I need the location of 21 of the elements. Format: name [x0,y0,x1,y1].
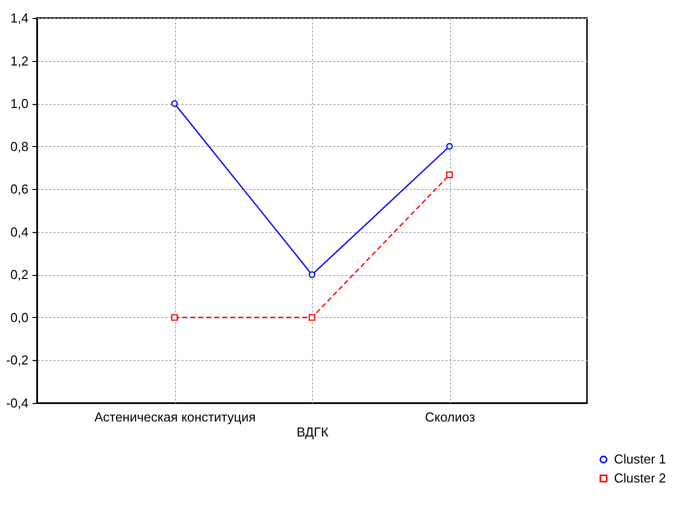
y-tick-label: 0,4 [10,224,28,240]
y-tick-label: 1,2 [10,53,28,68]
y-tick-label: -0,2 [6,352,28,368]
point [308,314,316,321]
legend-label: Cluster 1 [614,452,666,466]
y-tick-label: 0,8 [10,138,28,154]
y-tick-label: 1,4 [10,10,28,26]
x-tick-label: Сколиоз [424,410,476,424]
y-tick-label: 1,0 [10,96,28,112]
legend-label: Cluster 2 [614,470,666,486]
x-tick-label: ВДГК [296,424,329,440]
y-tick-label: 0,0 [10,310,28,325]
x-tick-label: Астеническая конституция [94,410,256,424]
point [446,143,453,150]
y-tick-label: -0,4 [6,396,28,410]
point [308,271,316,278]
point [171,314,178,321]
y-tick-label: 0,2 [10,267,28,282]
point [171,100,178,107]
y-tick-label: 0,6 [10,182,28,197]
point [446,171,453,178]
